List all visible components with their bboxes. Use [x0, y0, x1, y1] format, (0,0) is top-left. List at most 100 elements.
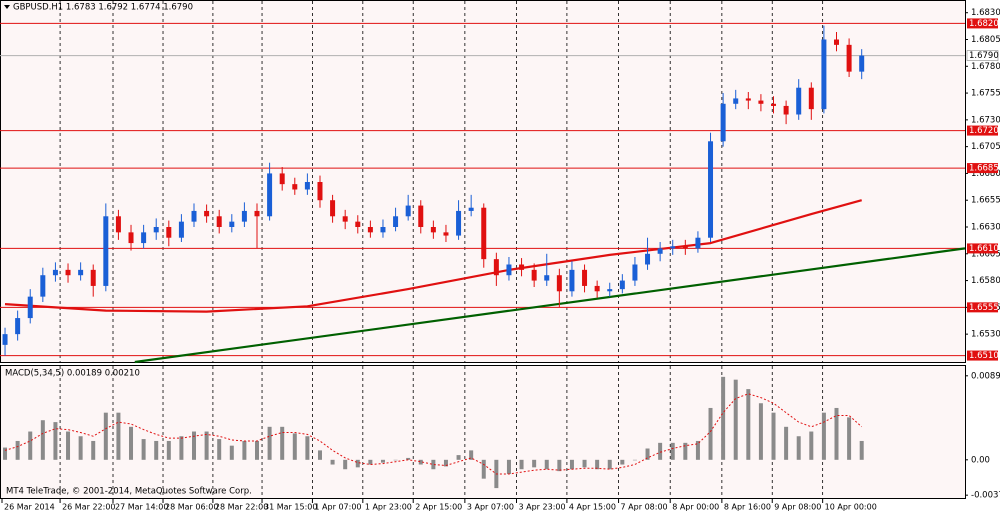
macd-bar — [66, 431, 71, 460]
macd-bar — [330, 459, 335, 465]
level-label-box — [967, 163, 998, 174]
macd-bar — [28, 431, 33, 460]
candle-body — [758, 100, 764, 104]
macd-bar — [305, 436, 310, 460]
candle-body — [241, 210, 247, 222]
candle-body — [191, 210, 197, 222]
x-tick-label: 31 Mar 15:00 — [264, 503, 317, 512]
y-tick-label: 1.6705 — [971, 142, 1000, 152]
candle-body — [141, 232, 147, 244]
candle-body — [78, 269, 84, 276]
candle-body — [254, 210, 260, 217]
y-tick-label: 1.6730 — [971, 115, 1000, 125]
candle-body — [607, 289, 613, 292]
candle-body — [204, 210, 210, 217]
macd-bar — [746, 389, 751, 460]
candle-body — [619, 280, 625, 290]
candle-body — [65, 269, 71, 276]
y-tick-label: 1.6680 — [971, 169, 1000, 179]
macd-bar — [620, 459, 625, 465]
macd-bar — [670, 442, 675, 460]
candle-body — [367, 227, 373, 233]
candle-body — [443, 232, 449, 236]
macd-bar — [809, 431, 814, 460]
macd-bar — [469, 450, 474, 460]
candle-body — [682, 246, 688, 249]
macd-bar — [406, 457, 411, 460]
macd-bar — [569, 459, 574, 470]
y-tick-label: 1.6755 — [971, 89, 1000, 99]
candle-body — [720, 103, 726, 142]
x-tick-label: 3 Apr 23:00 — [519, 503, 566, 512]
candle-body — [733, 98, 739, 104]
level-label: 1.6555 — [969, 303, 999, 313]
macd-bar — [519, 459, 524, 470]
level-label: 1.6510 — [969, 351, 999, 361]
macd-bar — [771, 412, 776, 460]
macd-bar — [431, 459, 436, 470]
current-price-box — [966, 50, 999, 61]
candle-body — [493, 259, 499, 276]
marks — [0, 22, 966, 489]
level-label: 1.6685 — [969, 164, 999, 174]
macd-bar — [595, 459, 600, 470]
candle-body — [808, 87, 814, 110]
candle-body — [153, 227, 159, 233]
candle-body — [657, 248, 663, 254]
macd-bar — [15, 440, 20, 460]
x-tick-label: 28 Mar 06:00 — [165, 503, 218, 512]
y-tick-label: 0.00891 — [971, 371, 1000, 381]
candle-body — [569, 269, 575, 292]
candle-body — [859, 55, 865, 72]
candle-body — [556, 275, 562, 292]
candle-body — [52, 269, 58, 276]
menu-arrow[interactable] — [4, 5, 10, 9]
current-price-label: 1.6790 — [969, 51, 999, 61]
y-tick-label: 1.6655 — [971, 196, 1000, 206]
candle-body — [708, 141, 714, 238]
candle-body — [393, 216, 399, 227]
moving-average — [4, 199, 862, 313]
macd-bar — [532, 459, 537, 468]
x-tick-label: 10 Apr 00:00 — [825, 503, 877, 512]
trend-line — [134, 247, 966, 364]
candle-body — [229, 221, 235, 227]
candle-body — [342, 216, 348, 222]
macd-bar — [317, 450, 322, 460]
macd-bar — [796, 436, 801, 460]
candle-body — [582, 269, 588, 286]
candle-body — [27, 296, 33, 319]
x-tick-label: 7 Apr 08:00 — [621, 503, 668, 512]
macd-bar — [292, 433, 297, 460]
x-tick-label: 4 Apr 15:00 — [569, 503, 616, 512]
x-tick-label: 2 Apr 15:00 — [415, 503, 462, 512]
level-label: 1.6720 — [969, 126, 999, 136]
macd-bar — [280, 426, 285, 460]
y-tick-label: 1.6830 — [971, 8, 1000, 18]
candle-body — [519, 264, 525, 270]
x-tick-label: 26 Mar 2014 — [4, 503, 55, 512]
macd-bar — [721, 376, 726, 460]
candle-body — [380, 227, 386, 233]
y-tick-label: 1.6630 — [971, 223, 1000, 233]
macd-bar — [733, 379, 738, 460]
macd-bar — [582, 459, 587, 468]
macd-bar — [217, 439, 222, 460]
x-tick-label: 1 Apr 07:00 — [314, 503, 361, 512]
macd-bar — [267, 426, 272, 460]
footer: MT4 TeleTrade, © 2001-2014, MetaQuotes S… — [6, 487, 252, 497]
macd-bar — [229, 445, 234, 460]
macd-bar — [481, 459, 486, 479]
macd-bar — [658, 442, 663, 460]
macd-bar — [847, 417, 852, 460]
y-tick-label: 1.6580 — [971, 276, 1000, 286]
macd-bar — [632, 459, 637, 461]
macd-bar — [103, 412, 108, 460]
macd-bar — [116, 412, 121, 460]
candle-body — [456, 210, 462, 236]
candle-body — [103, 216, 109, 286]
macd-bar — [53, 422, 58, 460]
x-tick-label: 8 Apr 00:00 — [672, 503, 719, 512]
level-label: 1.6610 — [969, 244, 999, 254]
